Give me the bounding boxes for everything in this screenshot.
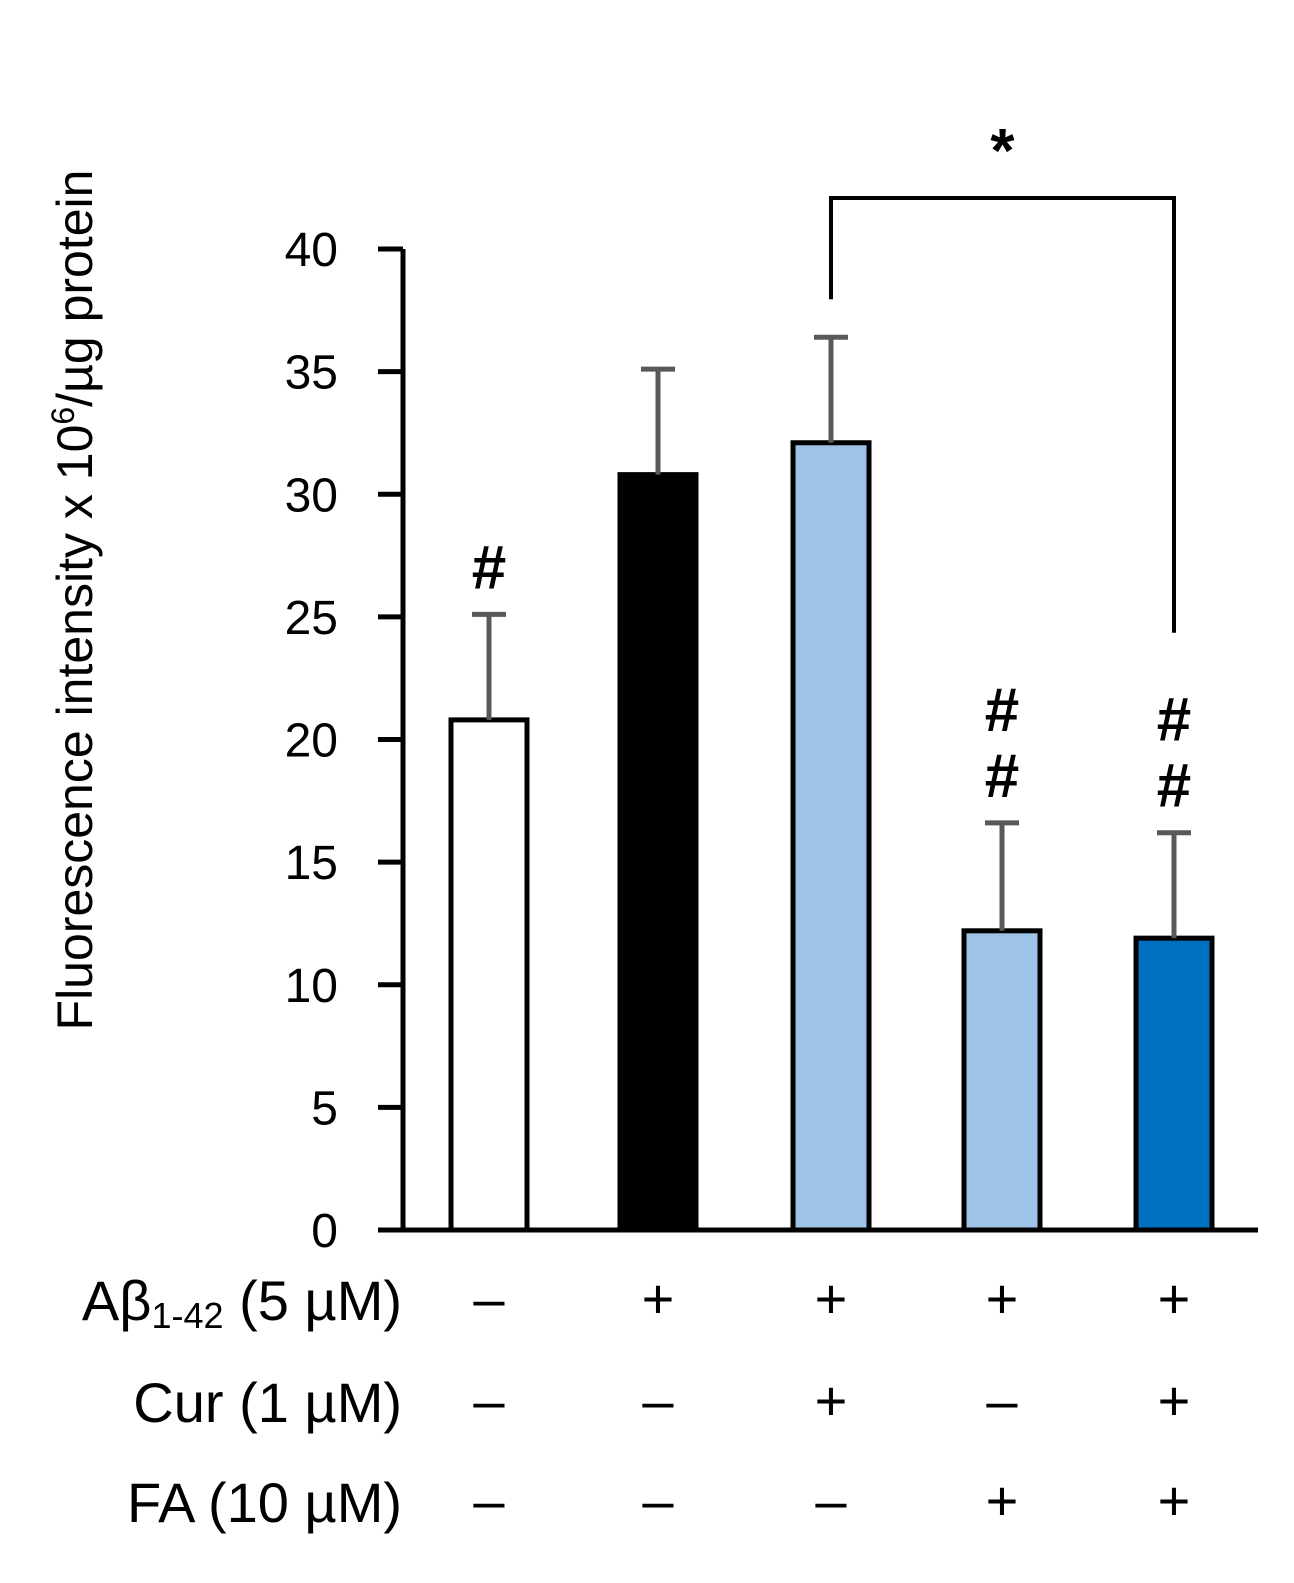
y-tick-label-10: 10 [285, 960, 338, 1013]
condition-label-2: Cur (1 µM) [133, 1371, 402, 1434]
condition-sign-r3-c5: + [1158, 1469, 1191, 1532]
condition-sign-r1-c3: + [815, 1267, 848, 1330]
y-tick-label-40: 40 [285, 224, 338, 277]
condition-sign-r1-c5: + [1158, 1267, 1191, 1330]
condition-sign-r3-c4: + [986, 1469, 1019, 1532]
y-tick-label-35: 35 [285, 347, 338, 400]
bar-2 [617, 472, 699, 1233]
condition-sign-r1-c4: + [986, 1267, 1019, 1330]
condition-label-main: Cur (1 µM) [133, 1371, 402, 1434]
significance-mark-bar-4-2: # [985, 742, 1019, 811]
y-axis-label-main: Fluorescence intensity x 10 [47, 425, 103, 1031]
significance-mark-bar-5-1: # [1157, 686, 1191, 755]
condition-sign-r3-c2: – [642, 1469, 674, 1532]
condition-sign-r2-c3: + [815, 1369, 848, 1432]
bar-3 [790, 440, 872, 1233]
condition-label-subscript: 1-42 [151, 1295, 223, 1336]
comparison-significance-label: * [990, 117, 1015, 186]
condition-sign-r3-c3: – [815, 1469, 847, 1532]
comparison-bracket [829, 196, 1176, 633]
condition-sign-r1-c1: – [473, 1267, 505, 1330]
y-tick-label-20: 20 [285, 715, 338, 768]
condition-label-1: Aβ1-42 (5 µM) [82, 1269, 402, 1336]
bar-1 [448, 717, 530, 1233]
bar-5 [1133, 935, 1215, 1233]
condition-label-main: Aβ [82, 1269, 152, 1332]
condition-sign-r2-c2: – [642, 1369, 674, 1432]
y-axis-label-tail: /µg protein [47, 170, 103, 407]
y-tick-label-30: 30 [285, 469, 338, 522]
significance-mark-bar-5-2: # [1157, 752, 1191, 821]
condition-label-main: FA (10 µM) [127, 1471, 402, 1534]
condition-sign-r2-c4: – [986, 1369, 1018, 1432]
significance-mark-bar-4-1: # [985, 676, 1019, 745]
bar-4 [961, 928, 1043, 1233]
y-tick-label-25: 25 [285, 592, 338, 645]
condition-sign-r2-c5: + [1158, 1369, 1191, 1432]
significance-mark-bar-1-1: # [472, 533, 506, 602]
y-tick-label-0: 0 [311, 1205, 338, 1258]
y-tick-label-5: 5 [311, 1082, 338, 1135]
condition-label-3: FA (10 µM) [127, 1471, 402, 1534]
y-axis-label-superscript: 6 [45, 407, 81, 425]
condition-sign-r1-c2: + [642, 1267, 675, 1330]
y-tick-label-15: 15 [285, 837, 338, 890]
condition-sign-r2-c1: – [473, 1369, 505, 1432]
y-axis-label: Fluorescence intensity x 106/µg protein [45, 170, 103, 1031]
condition-sign-r3-c1: – [473, 1469, 505, 1532]
condition-label-tail: (5 µM) [224, 1269, 402, 1332]
